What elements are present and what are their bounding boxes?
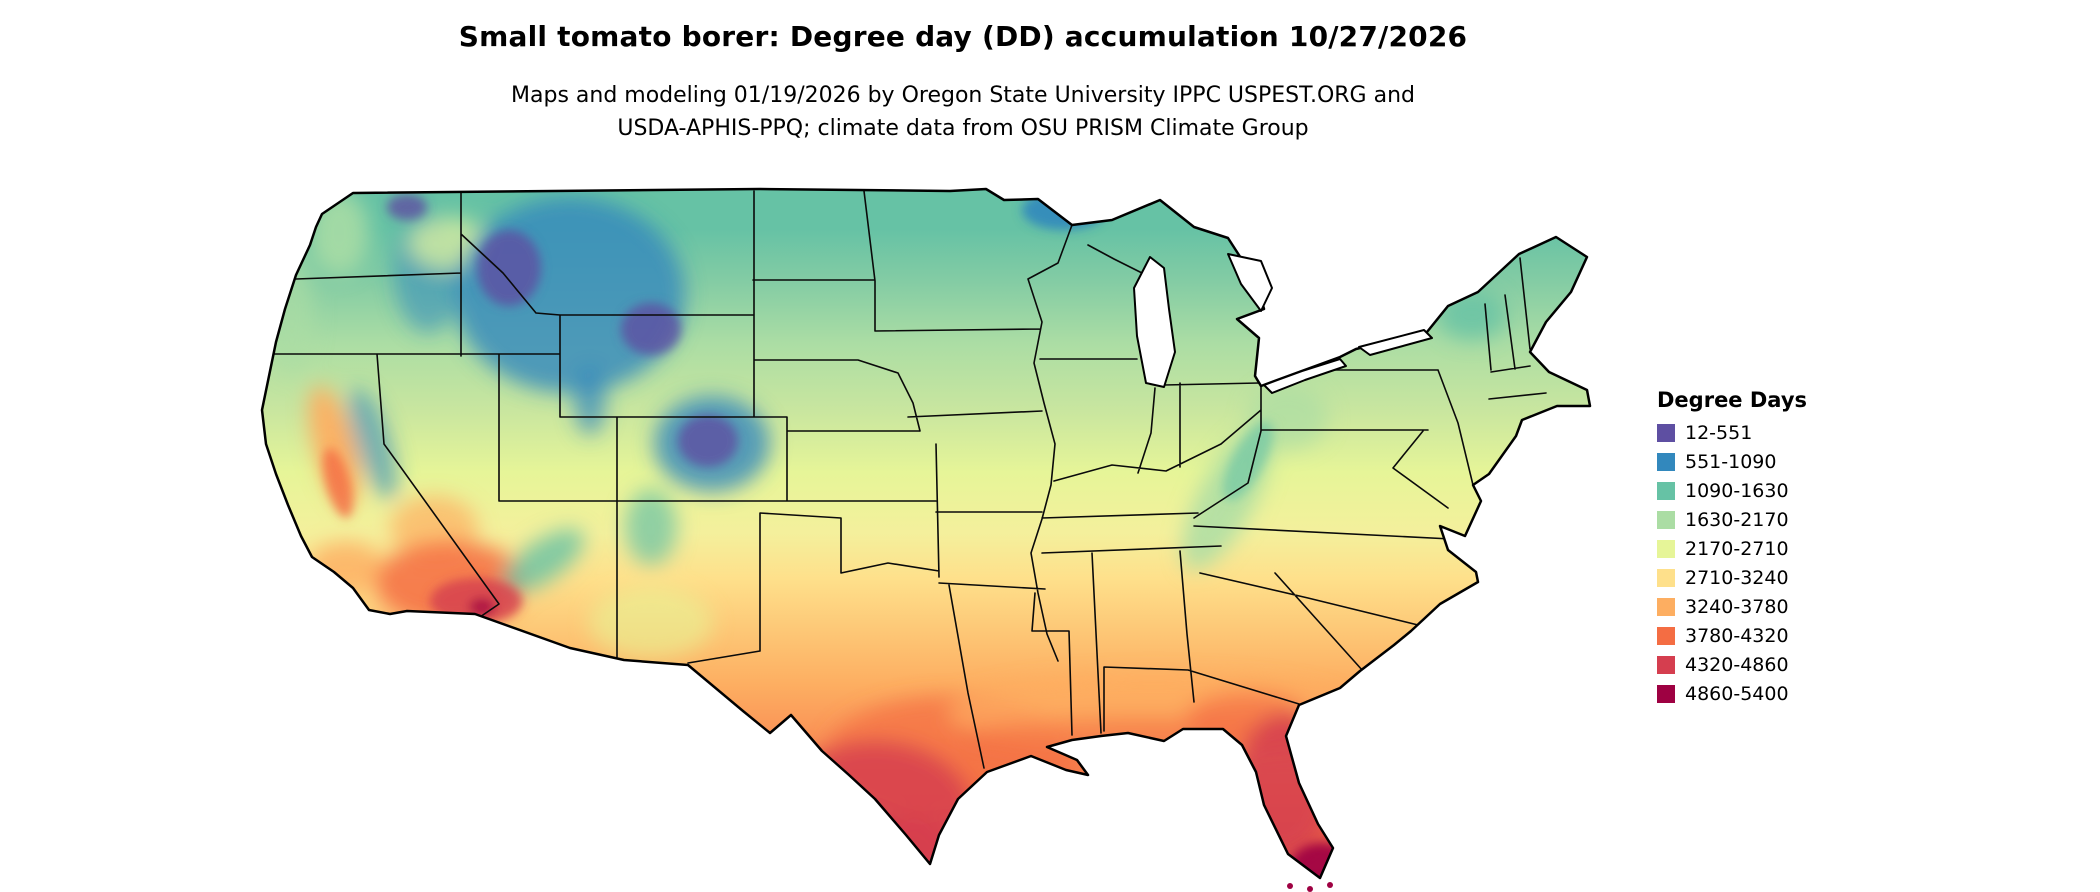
legend-label: 2710-3240 [1685,567,1789,589]
legend-swatch [1657,540,1675,558]
legend-swatch [1657,453,1675,471]
legend-label: 2170-2710 [1685,538,1789,560]
legend-label: 3240-3780 [1685,596,1789,618]
legend-row: 3780-4320 [1657,625,1807,647]
legend-label: 551-1090 [1685,451,1777,473]
header: Small tomato borer: Degree day (DD) accu… [0,0,1926,145]
legend-row: 3240-3780 [1657,596,1807,618]
us-map-svg [260,187,1592,892]
lake-michigan [1133,256,1176,388]
legend-swatch [1657,511,1675,529]
legend: Degree Days 12-551 551-1090 1090-1630 1630-… [1657,388,1807,712]
legend-swatch [1657,598,1675,616]
legend-label: 4320-4860 [1685,654,1789,676]
map-fill-layer [262,189,1590,878]
subtitle-line-2: USDA-APHIS-PPQ; climate data from OSU PR… [617,116,1309,141]
legend-swatch [1657,685,1675,703]
great-lakes [1133,253,1433,394]
legend-row: 1090-1630 [1657,480,1807,502]
legend-row: 4320-4860 [1657,654,1807,676]
legend-label: 3780-4320 [1685,625,1789,647]
legend-swatch [1657,424,1675,442]
legend-label: 1090-1630 [1685,480,1789,502]
subtitle-line-1: Maps and modeling 01/19/2026 by Oregon S… [511,83,1415,108]
legend-row: 551-1090 [1657,451,1807,473]
legend-swatch [1657,656,1675,674]
lake-huron [1227,253,1273,312]
state-borders [272,190,1547,769]
legend-rows: 12-551 551-1090 1090-1630 1630-2170 2170-271… [1657,422,1807,705]
legend-label: 4860-5400 [1685,683,1789,705]
degree-day-map [258,173,1607,892]
subtitle: Maps and modeling 01/19/2026 by Oregon S… [0,79,1926,145]
legend-row: 2170-2710 [1657,538,1807,560]
legend-swatch [1657,627,1675,645]
legend-row: 12-551 [1657,422,1807,444]
florida-keys [1287,882,1333,892]
lake-ontario [1358,329,1433,356]
legend-swatch [1657,569,1675,587]
page-title: Small tomato borer: Degree day (DD) accu… [458,20,1468,53]
lake-erie [1263,358,1347,394]
legend-row: 4860-5400 [1657,683,1807,705]
legend-label: 12-551 [1685,422,1753,444]
legend-label: 1630-2170 [1685,509,1789,531]
legend-swatch [1657,482,1675,500]
legend-title: Degree Days [1657,388,1808,412]
legend-row: 2710-3240 [1657,567,1807,589]
legend-row: 1630-2170 [1657,509,1807,531]
